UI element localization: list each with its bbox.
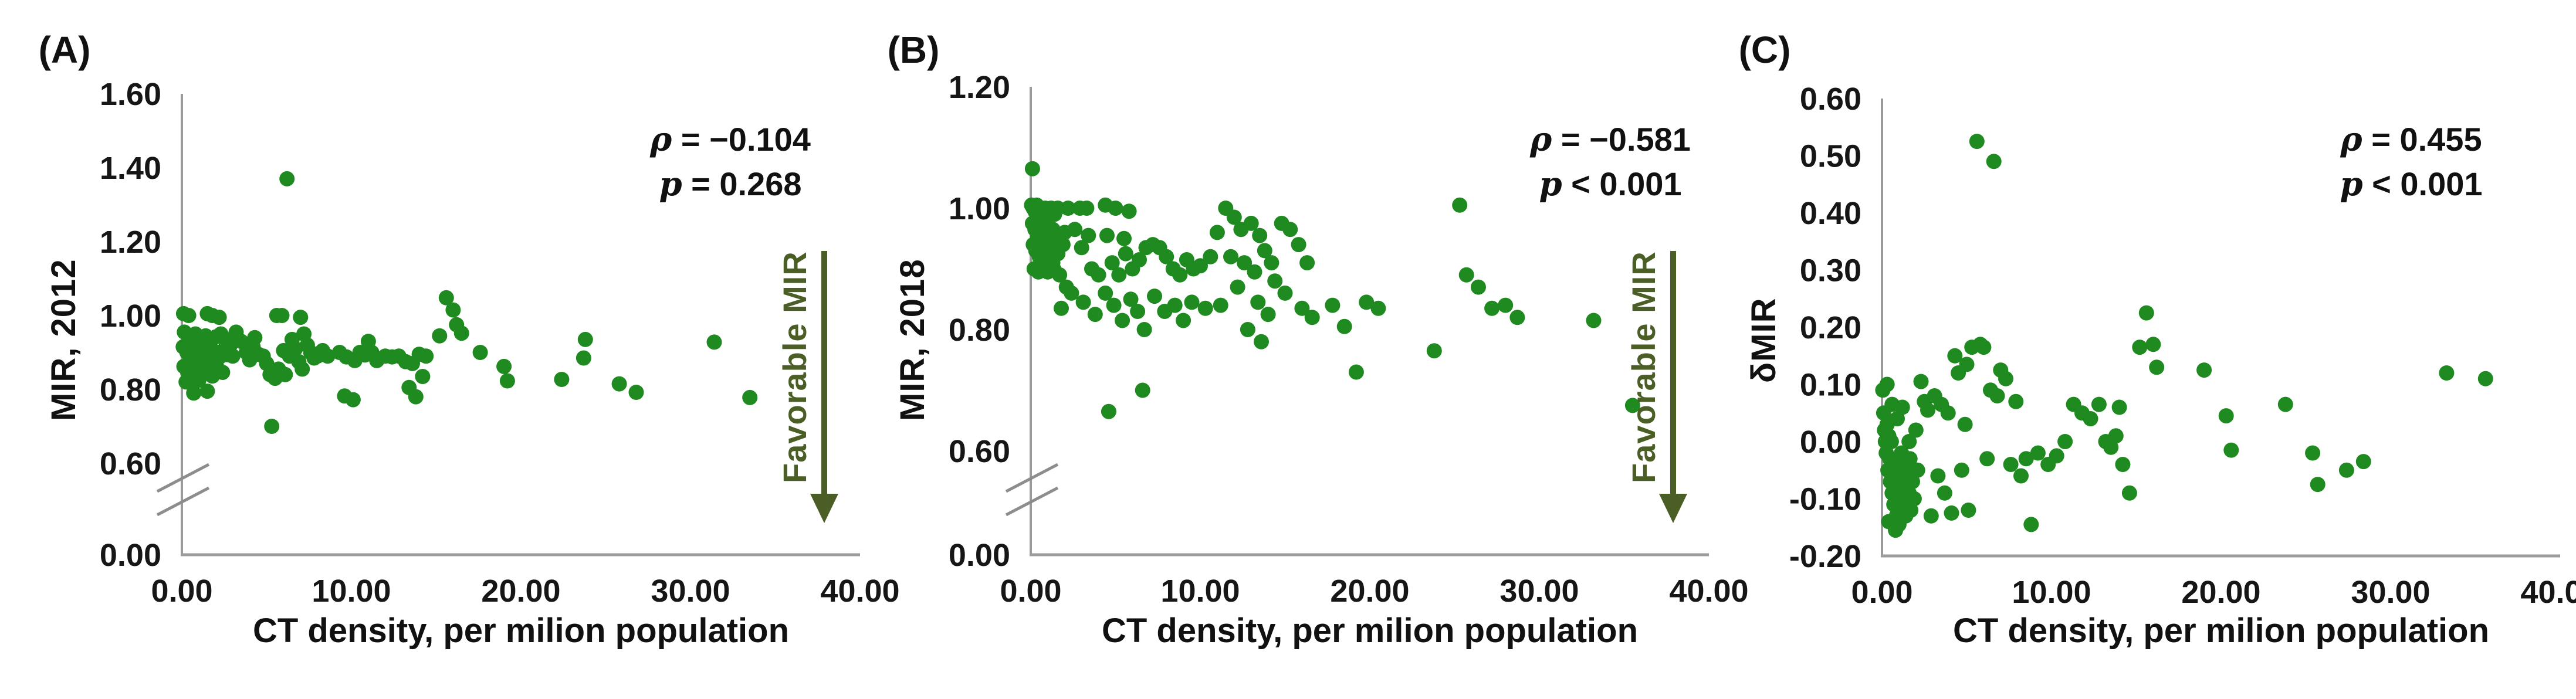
svg-text:30.00: 30.00 xyxy=(651,574,730,609)
svg-text:0.30: 0.30 xyxy=(1800,253,1861,289)
panel-a-label: (A) xyxy=(38,29,91,71)
svg-text:0.80: 0.80 xyxy=(949,313,1010,348)
svg-text:1.20: 1.20 xyxy=(949,70,1010,105)
svg-text:0.60: 0.60 xyxy=(949,434,1010,469)
svg-text:0.00: 0.00 xyxy=(1800,425,1861,460)
panel-b-x-axis-title: CT density, per milion population xyxy=(1101,612,1639,650)
panel-b-annotation: ρ = −0.581 p < 0.001 xyxy=(1446,117,1775,206)
svg-text:0.60: 0.60 xyxy=(100,446,161,481)
svg-text:20.00: 20.00 xyxy=(2181,575,2260,610)
svg-text:0.00: 0.00 xyxy=(949,538,1010,573)
svg-text:0.20: 0.20 xyxy=(1800,310,1861,345)
panel-a-annotation: ρ = −0.104 p = 0.268 xyxy=(566,117,895,206)
svg-text:-0.10: -0.10 xyxy=(1789,482,1861,517)
svg-text:10.00: 10.00 xyxy=(2012,575,2091,610)
panel-a-x-axis-title: CT density, per milion population xyxy=(252,612,790,650)
panel-a-favorable-mir-label: Favorable MIR xyxy=(776,251,813,483)
svg-text:40.00: 40.00 xyxy=(2520,575,2576,610)
svg-text:1.20: 1.20 xyxy=(100,225,161,260)
panel-c-annotation: ρ = 0.455 p < 0.001 xyxy=(2247,117,2575,206)
svg-text:30.00: 30.00 xyxy=(2351,575,2430,610)
svg-text:0.00: 0.00 xyxy=(1000,574,1061,609)
svg-text:20.00: 20.00 xyxy=(481,574,560,609)
svg-text:1.60: 1.60 xyxy=(100,77,161,112)
svg-text:0.40: 0.40 xyxy=(1800,196,1861,231)
svg-text:40.00: 40.00 xyxy=(1669,574,1748,609)
svg-text:1.40: 1.40 xyxy=(100,151,161,186)
panel-c-y-axis-title: δMIR xyxy=(1745,297,1783,383)
panel-b-y-axis-title: MIR, 2018 xyxy=(893,259,932,422)
svg-text:0.00: 0.00 xyxy=(1851,575,1912,610)
svg-text:30.00: 30.00 xyxy=(1499,574,1579,609)
svg-text:0.60: 0.60 xyxy=(1800,82,1861,117)
panel-c-p-value: p < 0.001 xyxy=(2340,165,2483,203)
panel-c-label: (C) xyxy=(1738,29,1791,71)
svg-text:1.00: 1.00 xyxy=(949,191,1010,226)
svg-text:10.00: 10.00 xyxy=(1160,574,1240,609)
panel-a-rho-value: ρ = −0.104 xyxy=(650,120,811,159)
panel-c-x-axis-title: CT density, per milion population xyxy=(1952,612,2490,650)
svg-text:0.00: 0.00 xyxy=(100,538,161,573)
svg-text:0.10: 0.10 xyxy=(1800,368,1861,403)
svg-text:0.50: 0.50 xyxy=(1800,139,1861,174)
panel-b-favorable-mir-label: Favorable MIR xyxy=(1625,251,1662,483)
panel-a-p-value: p = 0.268 xyxy=(659,165,802,203)
panel-a-y-axis-title: MIR, 2012 xyxy=(45,259,83,422)
panel-b-label: (B) xyxy=(887,29,940,71)
svg-text:-0.20: -0.20 xyxy=(1789,539,1861,574)
panel-b-rho-value: ρ = −0.581 xyxy=(1530,120,1691,159)
panel-b-p-value: p < 0.001 xyxy=(1539,165,1682,203)
svg-text:10.00: 10.00 xyxy=(312,574,391,609)
panel-c-rho-value: ρ = 0.455 xyxy=(2340,120,2482,159)
svg-text:40.00: 40.00 xyxy=(820,574,899,609)
svg-text:0.80: 0.80 xyxy=(100,372,161,408)
svg-text:20.00: 20.00 xyxy=(1330,574,1409,609)
svg-text:0.00: 0.00 xyxy=(151,574,212,609)
svg-text:1.00: 1.00 xyxy=(100,298,161,334)
